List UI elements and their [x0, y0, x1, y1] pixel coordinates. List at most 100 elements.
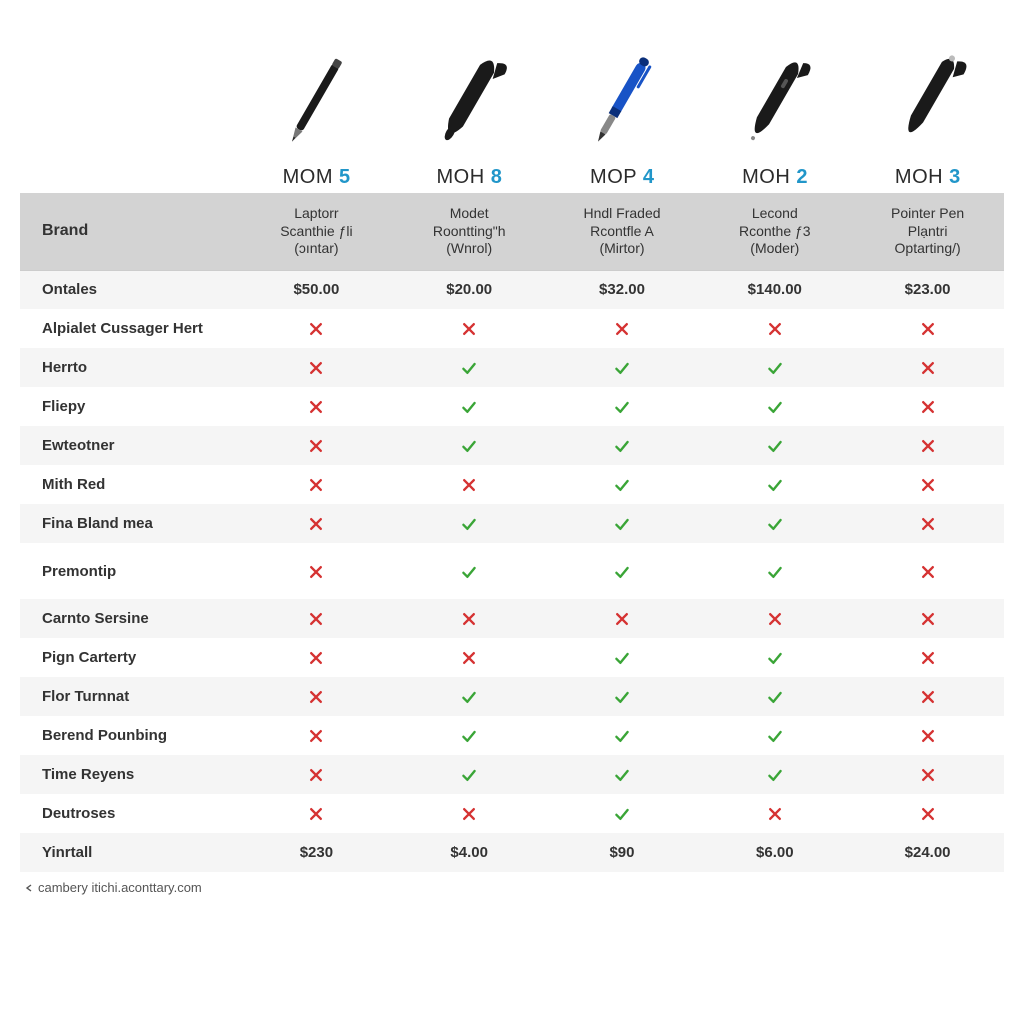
footer-text: cambery itichi.aconttary.com — [38, 880, 202, 895]
row-label: Time Reyens — [20, 755, 240, 794]
cross-icon — [461, 320, 477, 337]
table-row: Time Reyens — [20, 755, 1004, 794]
footer-attribution: cambery itichi.aconttary.com — [20, 872, 1004, 895]
cross-icon — [920, 320, 936, 337]
cross-icon — [767, 805, 783, 822]
table-body: Ontales$50.00$20.00$32.00$140.00$23.00Al… — [20, 270, 1004, 872]
check-icon — [461, 437, 477, 454]
feature-cell — [393, 465, 546, 504]
feature-cell — [851, 638, 1004, 677]
cross-icon — [308, 437, 324, 454]
row-label: Flor Turnnat — [20, 677, 240, 716]
check-icon — [767, 476, 783, 493]
check-icon — [614, 359, 630, 376]
feature-cell — [240, 677, 393, 716]
cross-icon — [308, 805, 324, 822]
check-icon — [614, 476, 630, 493]
cross-icon — [920, 766, 936, 783]
feature-cell — [393, 599, 546, 638]
feature-cell — [240, 716, 393, 755]
table-row: Herrto — [20, 348, 1004, 387]
feature-cell — [698, 638, 851, 677]
feature-cell — [546, 599, 699, 638]
cross-icon — [308, 359, 324, 376]
table-row: Ewteotner — [20, 426, 1004, 465]
feature-cell — [851, 543, 1004, 599]
cross-icon — [614, 320, 630, 337]
feature-cell — [393, 309, 546, 348]
feature-cell — [851, 348, 1004, 387]
feature-cell — [698, 465, 851, 504]
check-icon — [767, 398, 783, 415]
model-prefix: MOP — [590, 166, 643, 188]
check-icon — [614, 562, 630, 579]
row-label: Premontip — [20, 543, 240, 599]
check-icon — [767, 359, 783, 376]
table-row: Pign Carterty — [20, 638, 1004, 677]
feature-cell — [851, 716, 1004, 755]
feature-cell — [851, 387, 1004, 426]
row-label: Deutroses — [20, 794, 240, 833]
column-subtitle: Hndl FradedRcontfle A(Mirtor) — [546, 193, 699, 270]
feature-cell — [546, 794, 699, 833]
row-label: Carnto Sersine — [20, 599, 240, 638]
feature-cell — [851, 599, 1004, 638]
price-cell: $24.00 — [851, 833, 1004, 872]
feature-cell — [698, 543, 851, 599]
feature-cell — [546, 543, 699, 599]
check-icon — [614, 398, 630, 415]
check-icon — [767, 727, 783, 744]
model-name-row: MOM 5MOH 8MOP 4MOH 2MOH 3 — [20, 166, 1004, 189]
column-subtitle: LecondRconthe ƒ3(Moder) — [698, 193, 851, 270]
column-subtitle: LaptorrScanthie ƒli(ɔıntar) — [240, 193, 393, 270]
model-name: MOP 4 — [546, 166, 699, 189]
price-cell: $20.00 — [393, 270, 546, 309]
cross-icon — [308, 398, 324, 415]
cross-icon — [308, 649, 324, 666]
feature-cell — [546, 387, 699, 426]
product-image-row — [20, 20, 1004, 160]
cross-icon — [308, 320, 324, 337]
feature-cell — [240, 543, 393, 599]
cross-icon — [461, 476, 477, 493]
cross-icon — [308, 562, 324, 579]
check-icon — [767, 515, 783, 532]
feature-cell — [546, 677, 699, 716]
cross-icon — [461, 805, 477, 822]
feature-cell — [393, 543, 546, 599]
model-number: 2 — [796, 166, 807, 188]
cross-icon — [614, 610, 630, 627]
feature-cell — [698, 426, 851, 465]
feature-cell — [393, 387, 546, 426]
feature-cell — [546, 504, 699, 543]
cross-icon — [308, 515, 324, 532]
feature-cell — [851, 755, 1004, 794]
check-icon — [767, 688, 783, 705]
table-row: Alpialet Cussager Hert — [20, 309, 1004, 348]
column-subtitle: ModetRoontting"h(Wnrol) — [393, 193, 546, 270]
price-cell: $4.00 — [393, 833, 546, 872]
cross-icon — [920, 610, 936, 627]
row-label: Pign Carterty — [20, 638, 240, 677]
cross-icon — [920, 805, 936, 822]
caret-icon — [24, 881, 34, 896]
row-label: Berend Pounbing — [20, 716, 240, 755]
feature-cell — [240, 348, 393, 387]
cross-icon — [461, 610, 477, 627]
row-label: Herrto — [20, 348, 240, 387]
cross-icon — [308, 610, 324, 627]
feature-cell — [393, 677, 546, 716]
feature-cell — [698, 504, 851, 543]
column-subtitle: Pointer PenPlạntriOptarting/) — [851, 193, 1004, 270]
check-icon — [614, 437, 630, 454]
feature-cell — [240, 755, 393, 794]
feature-cell — [546, 348, 699, 387]
cross-icon — [461, 649, 477, 666]
feature-cell — [240, 638, 393, 677]
row-label: Ontales — [20, 270, 240, 309]
feature-cell — [698, 794, 851, 833]
check-icon — [614, 727, 630, 744]
check-icon — [614, 515, 630, 532]
price-cell: $50.00 — [240, 270, 393, 309]
feature-cell — [698, 348, 851, 387]
